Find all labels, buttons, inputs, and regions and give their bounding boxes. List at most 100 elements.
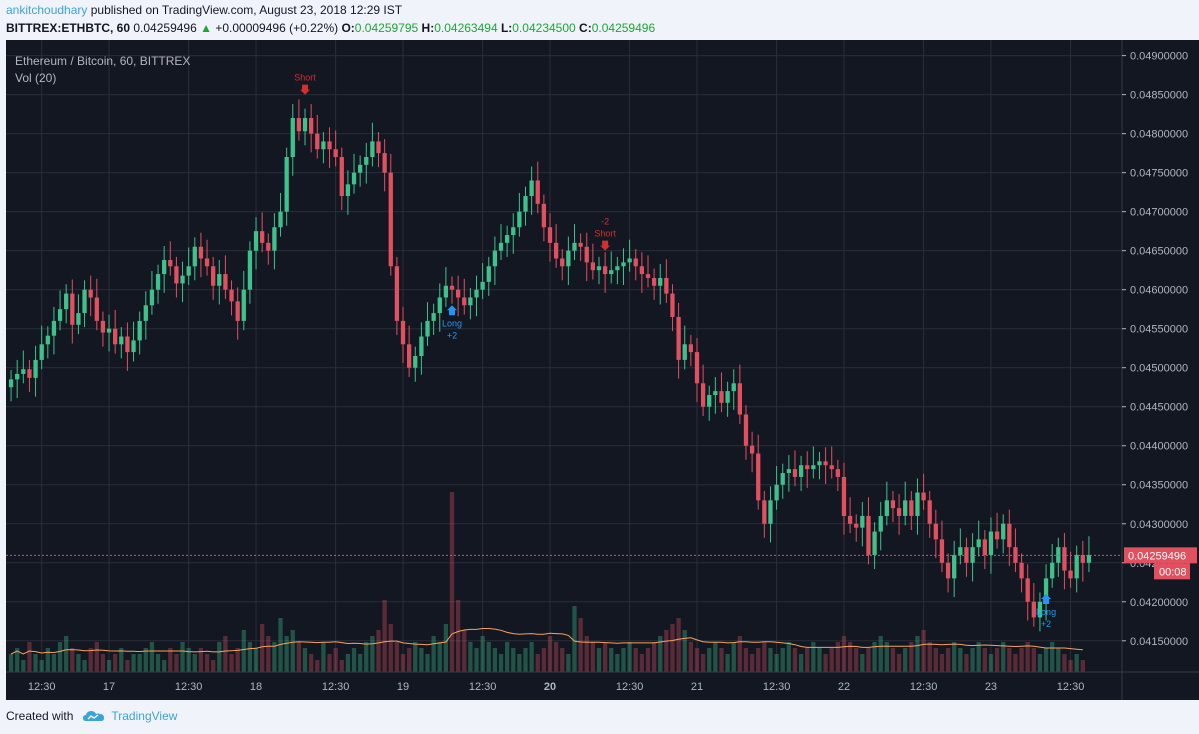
x-tick-label: 12:30 xyxy=(175,681,203,693)
volume-bar xyxy=(223,636,228,672)
volume-bar xyxy=(406,648,412,672)
candle-body xyxy=(768,500,773,524)
candle-body xyxy=(370,141,375,158)
y-tick-label: 0.04400000 xyxy=(1130,441,1188,453)
y-tick-label: 0.04150000 xyxy=(1130,636,1188,648)
volume-bar xyxy=(658,636,663,672)
volume-bar xyxy=(921,630,926,672)
candle-body xyxy=(76,313,81,325)
candle-body xyxy=(358,164,363,173)
volume-bar xyxy=(76,654,81,672)
candle-body xyxy=(535,180,540,204)
candle-body xyxy=(106,328,112,333)
candle-body xyxy=(658,277,663,286)
candle-body xyxy=(437,297,442,314)
candle-body xyxy=(621,262,626,267)
volume-bar xyxy=(480,636,485,672)
volume-bar xyxy=(21,660,26,672)
candle-body xyxy=(15,373,20,380)
chart-title: Ethereum / Bitcoin, 60, BITTREX xyxy=(15,54,190,68)
volume-bar xyxy=(1043,648,1049,672)
volume-bar xyxy=(149,642,155,672)
volume-bar xyxy=(572,606,577,672)
volume-bar xyxy=(8,654,14,672)
volume-bar xyxy=(1056,648,1061,672)
candle-body xyxy=(468,297,473,306)
candle-body xyxy=(762,500,767,524)
candle-body xyxy=(682,344,687,360)
candle-body xyxy=(21,369,26,374)
last-price: 0.04259496 xyxy=(133,21,197,35)
candlestick-chart[interactable]: 0.04900000 0.04850000 0.04800000 0.04750000… xyxy=(6,40,1199,700)
volume-bar xyxy=(1007,648,1012,672)
volume-bar xyxy=(241,630,246,672)
candle-body xyxy=(1025,578,1030,602)
candle-body xyxy=(651,277,657,286)
candle-body xyxy=(192,246,197,267)
candle-body xyxy=(88,289,93,298)
tradingview-link[interactable]: TradingView xyxy=(111,709,178,723)
volume-bar xyxy=(817,648,822,672)
volume-bar xyxy=(523,648,528,672)
volume-bar xyxy=(560,648,565,672)
short-arrow-icon xyxy=(600,240,611,251)
candle-body xyxy=(896,508,902,516)
y-tick-label: 0.04750000 xyxy=(1130,168,1188,180)
volume-bar xyxy=(419,648,424,672)
candle-body xyxy=(327,141,332,150)
volume-bar xyxy=(443,624,449,672)
candle-body xyxy=(945,562,951,579)
y-tick-label: 0.04700000 xyxy=(1130,207,1188,219)
volume-bar xyxy=(88,648,93,672)
volume-ma-line xyxy=(10,628,1083,655)
author-link[interactable]: ankitchoudhary xyxy=(6,3,88,17)
candle-body xyxy=(168,260,173,267)
chart-area[interactable]: 0.04900000 0.04850000 0.04800000 0.04750000… xyxy=(6,40,1199,700)
candle-body xyxy=(339,157,344,197)
long-signal-count: +2 xyxy=(1041,619,1051,629)
candle-body xyxy=(903,500,908,516)
volume-bar xyxy=(896,654,902,672)
change-up-icon: ▲ xyxy=(200,21,212,35)
volume-bar xyxy=(731,642,736,672)
volume-bar xyxy=(382,600,387,672)
volume-bar xyxy=(664,630,669,672)
volume-bar xyxy=(492,648,498,672)
volume-bar xyxy=(768,648,773,672)
volume-bar xyxy=(553,642,559,672)
candle-body xyxy=(909,500,914,516)
volume-bar xyxy=(725,654,730,672)
volume-bar xyxy=(615,654,620,672)
candle-body xyxy=(1043,578,1049,602)
volume-bar xyxy=(958,648,963,672)
candle-body xyxy=(198,246,204,259)
candle-body xyxy=(547,227,553,243)
candle-body xyxy=(272,227,277,251)
candle-body xyxy=(1068,570,1073,579)
volume-bar xyxy=(517,654,522,672)
candle-body xyxy=(1001,523,1006,540)
candle-body xyxy=(296,118,302,132)
volume-bar xyxy=(988,654,994,672)
y-tick-label: 0.04850000 xyxy=(1130,90,1188,102)
x-tick-label: 12:30 xyxy=(763,681,791,693)
volume-bar xyxy=(1068,660,1073,672)
candle-body xyxy=(455,289,461,298)
candle-body xyxy=(394,266,400,321)
volume-bar xyxy=(756,648,761,672)
candle-body xyxy=(523,196,528,212)
candle-body xyxy=(952,554,957,579)
symbol-label: BITTREX:ETHBTC, 60 xyxy=(6,21,131,35)
candle-body xyxy=(1062,547,1067,571)
candle-body xyxy=(39,344,44,360)
candle-body xyxy=(260,231,265,243)
volume-bar xyxy=(468,642,473,672)
volume-bar xyxy=(272,642,277,672)
candle-body xyxy=(443,285,449,298)
candle-body xyxy=(217,274,222,286)
candle-body xyxy=(266,242,271,251)
candle-body xyxy=(45,335,50,345)
footer: Created with TradingView xyxy=(6,709,177,723)
y-tick-label: 0.04550000 xyxy=(1130,324,1188,336)
candle-body xyxy=(70,293,75,325)
